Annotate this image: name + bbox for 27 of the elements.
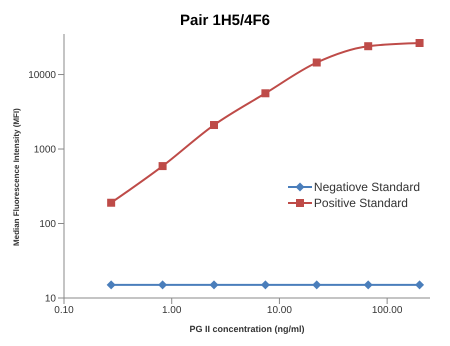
point (158, 280, 168, 290)
x-tick-label: 100.00 (372, 305, 403, 316)
point (416, 39, 424, 47)
point (158, 162, 167, 170)
x-axis-title: PG II concentration (ng/ml) (189, 324, 305, 334)
point (364, 42, 372, 50)
point (210, 280, 219, 290)
point (106, 280, 116, 290)
y-tick-label: 10000 (28, 70, 56, 82)
y-axis-title: Median Fluorescence Intensity (MFI) (12, 108, 21, 246)
point (312, 280, 322, 290)
x-tick-label: 1.00 (162, 305, 182, 316)
point (312, 58, 321, 67)
y-tick-label: 1000 (34, 144, 56, 156)
point (261, 89, 270, 98)
point (364, 280, 373, 290)
x-tick-label: 10.00 (266, 305, 292, 316)
legend-label: Negatiove Standard (314, 180, 420, 194)
point (107, 198, 116, 207)
y-tick-label: 100 (39, 219, 56, 230)
x-tick-label: 0.10 (54, 305, 74, 316)
y-tick-label: 10 (44, 294, 56, 305)
point (260, 280, 270, 290)
point (210, 121, 218, 130)
legend-label: Positive Standard (314, 196, 408, 210)
chart-title: Pair 1H5/4F6 (178, 12, 272, 29)
point (415, 280, 424, 290)
